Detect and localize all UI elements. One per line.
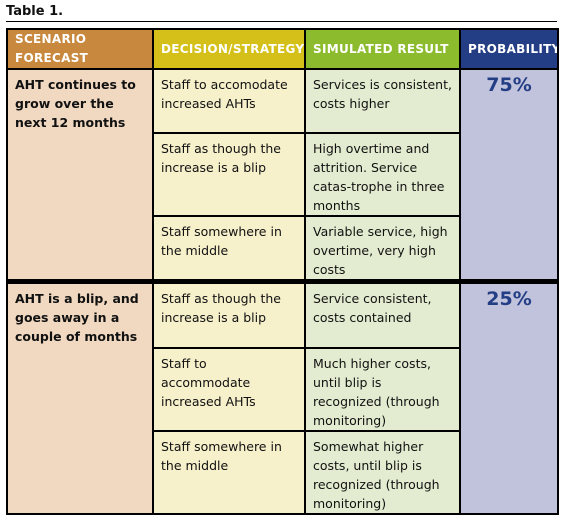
strategy-cell: Staff somewhere in the middle [152, 215, 306, 283]
result-cell: Much higher costs, until blip is recogni… [304, 346, 461, 432]
header-decision-strategy: DECISION/STRATEGY [152, 28, 306, 70]
strategy-cell: Staff somewhere in the middle [152, 429, 306, 515]
table-row: Staff somewhere in the middle Variable s… [7, 215, 558, 283]
table-row: AHT is a blip, and goes away in a couple… [6, 279, 559, 515]
scenario-forecast-cell: AHT continues to grow over the next 12 m… [6, 68, 154, 283]
result-cell: Variable service, high overtime, very hi… [304, 215, 461, 283]
scenario-forecast-cell: AHT is a blip, and goes away in a couple… [6, 279, 154, 515]
table-caption: Table 1. [6, 4, 64, 19]
strategy-cell: Staff to accommodate increased AHTs [152, 346, 306, 432]
header-simulated-result: SIMULATED RESULT [304, 28, 461, 70]
result-cell: Service consistent, costs contained [304, 279, 461, 349]
table-row: Staff as though the increase is a blip H… [7, 132, 558, 217]
strategy-cell: Staff to accomodate increased AHTs [152, 68, 306, 134]
strategy-cell: Staff as though the increase is a blip [152, 132, 306, 217]
probability-value: 75% [486, 74, 532, 96]
table-row: AHT continues to grow over the next 12 m… [6, 68, 559, 283]
header-probability: PROBABILITY [459, 28, 559, 70]
caption-rule [6, 21, 557, 22]
result-cell: Somewhat higher costs, until blip is rec… [304, 429, 461, 515]
strategy-cell: Staff as though the increase is a blip [152, 279, 306, 349]
probability-cell: 25% [459, 279, 559, 515]
probability-cell: 75% [459, 68, 559, 283]
header-row: SCENARIO FORECAST DECISION/STRATEGY SIMU… [6, 28, 559, 70]
header-scenario-forecast: SCENARIO FORECAST [6, 28, 154, 70]
result-cell: Services is consistent, costs higher [304, 68, 461, 134]
table-row: Staff to accommodate increased AHTs Much… [7, 346, 558, 432]
result-cell: High overtime and attrition. Service cat… [304, 132, 461, 217]
probability-value: 25% [486, 288, 532, 310]
scenario-table: SCENARIO FORECAST DECISION/STRATEGY SIMU… [6, 28, 559, 515]
